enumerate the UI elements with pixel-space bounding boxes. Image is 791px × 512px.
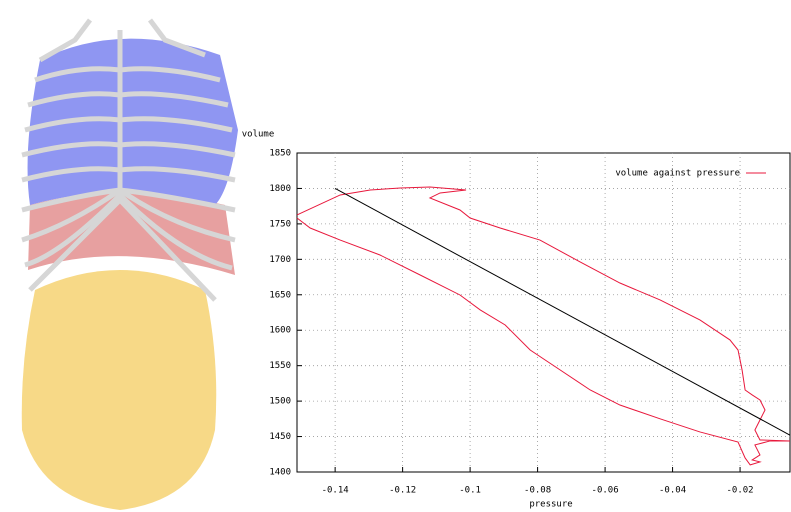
y-tick-label: 1550: [269, 361, 291, 371]
x-tick-label: -0.12: [389, 486, 416, 496]
torso-render: [22, 20, 238, 510]
y-tick-label: 1650: [269, 290, 291, 300]
x-tick-label: -0.02: [727, 486, 754, 496]
y-axis-title: volume: [242, 130, 275, 140]
series-line: [335, 188, 790, 435]
x-tick-label: -0.14: [322, 486, 349, 496]
y-tick-label: 1850: [269, 149, 291, 159]
x-axis-title: pressure: [529, 500, 572, 510]
legend-label: volume against pressure: [615, 169, 740, 179]
x-tick-label: -0.06: [592, 486, 619, 496]
y-tick-label: 1700: [269, 255, 291, 265]
x-tick-label: -0.08: [524, 486, 551, 496]
series-line: [297, 187, 790, 465]
y-tick-label: 1750: [269, 219, 291, 229]
y-tick-label: 1400: [269, 468, 291, 478]
abdomen: [22, 270, 216, 510]
x-tick-label: -0.04: [659, 486, 686, 496]
y-tick-label: 1500: [269, 397, 291, 407]
y-tick-label: 1450: [269, 432, 291, 442]
y-tick-label: 1800: [269, 184, 291, 194]
plot-border: [297, 153, 790, 472]
x-tick-label: -0.1: [459, 486, 481, 496]
y-tick-label: 1600: [269, 326, 291, 336]
screen: volume pressure 1400 1450 1500 1550 1600 1650…: [0, 0, 791, 512]
